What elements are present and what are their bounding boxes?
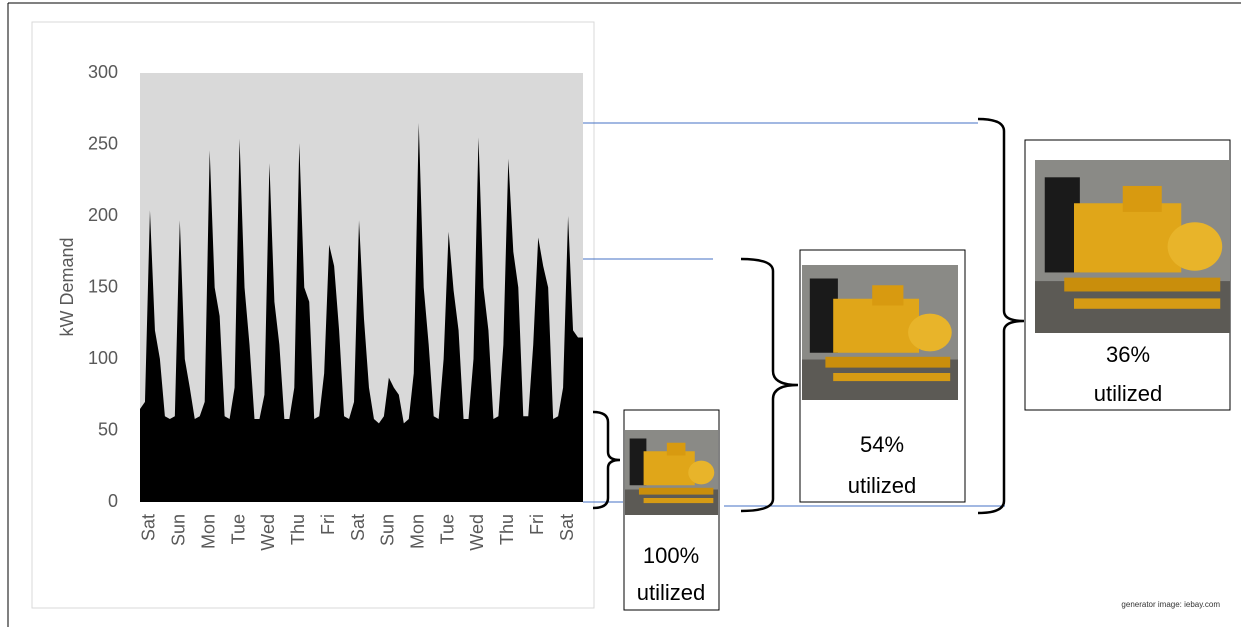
utilization-label: utilized [637,580,705,605]
x-tick-label: Mon [198,514,218,549]
y-tick-label: 250 [88,133,118,153]
utilization-label: utilized [848,473,916,498]
y-tick-label: 200 [88,205,118,225]
generator-image [625,430,718,515]
x-tick-label: Wed [258,514,278,551]
utilization: 36% [1106,342,1150,367]
generator-image [1035,160,1230,333]
x-tick-label: Tue [228,514,248,544]
x-tick-label: Sun [378,514,398,546]
x-tick-label: Fri [527,514,547,535]
x-tick-label: Fri [318,514,338,535]
y-tick-label: 100 [88,348,118,368]
x-tick-label: Mon [407,514,427,549]
credit: generator image: iebay.com [1121,600,1220,609]
brackets [592,117,1025,515]
area [140,123,583,503]
utilization-label: utilized [1094,381,1162,406]
y-tick-label: 150 [88,276,118,296]
utilization: 54% [860,432,904,457]
y-tick-label: 0 [108,491,118,511]
y-axis-label: kW Demand [57,237,77,336]
x-tick-label: Wed [467,514,487,551]
y-tick-label: 50 [98,419,118,439]
x-tick-label: Tue [437,514,457,544]
x-tick-label: Thu [497,514,517,545]
utilization: 100% [643,543,699,568]
x-tick-label: Sat [348,514,368,541]
x-tick-label: Thu [288,514,308,545]
x-tick-label: Sun [169,514,189,546]
generator-image [802,265,958,400]
x-tick-label: Sat [139,514,159,541]
y-tick-label: 300 [88,62,118,82]
x-tick-label: Sat [557,514,577,541]
